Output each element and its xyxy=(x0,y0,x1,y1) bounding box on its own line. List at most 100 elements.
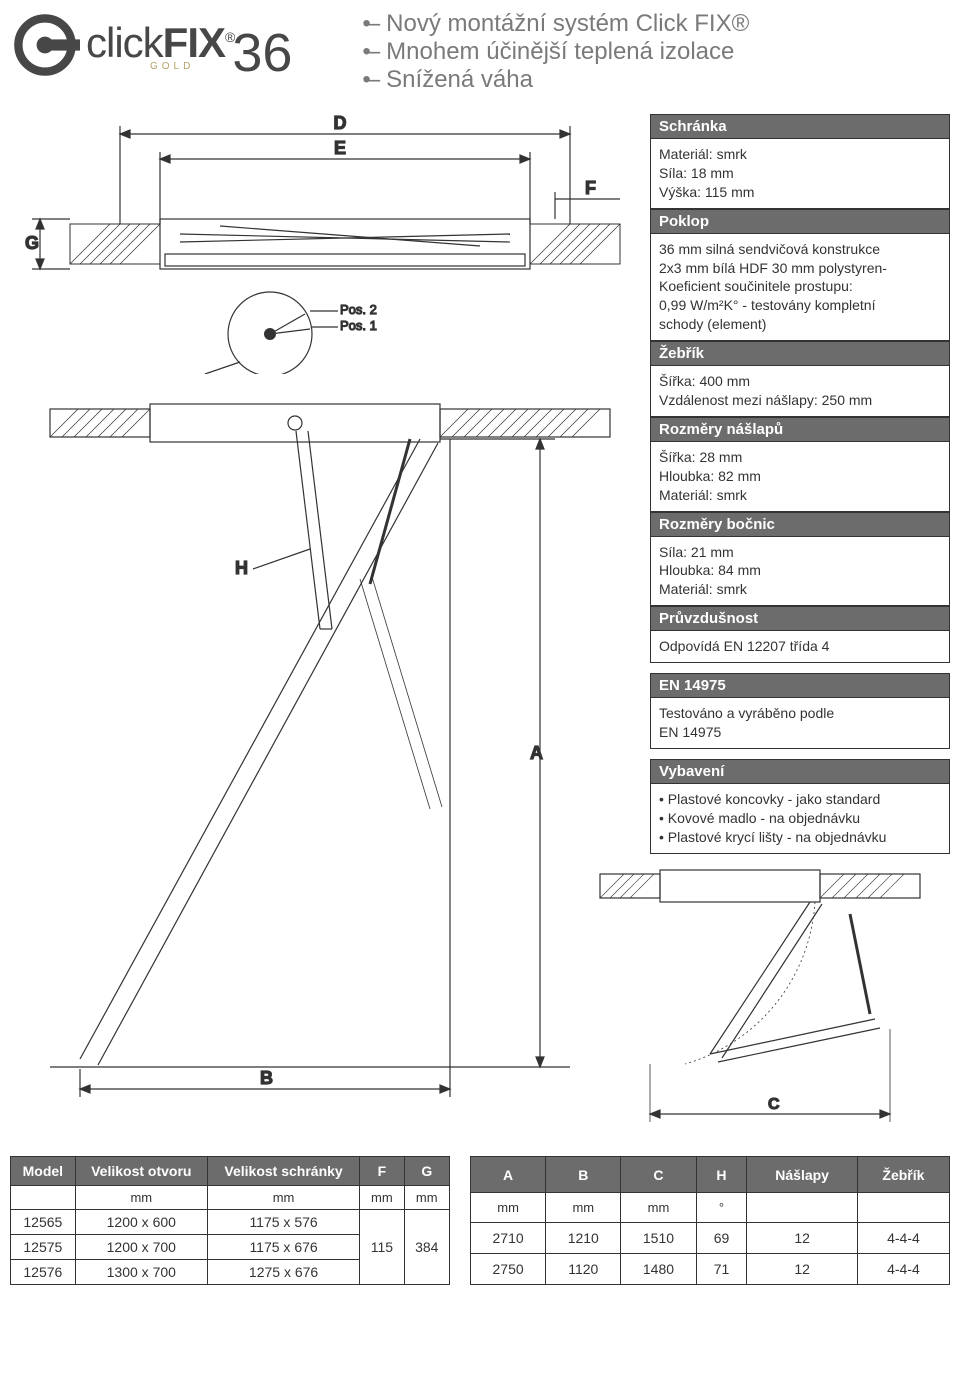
data-cell: 1300 x 700 xyxy=(75,1260,207,1285)
spec-body: Materiál: smrkSíla: 18 mmVýška: 115 mm xyxy=(650,139,950,209)
data-cell: 1510 xyxy=(621,1222,696,1253)
data-cell: 12576 xyxy=(11,1260,76,1285)
spec-list-item: Plastové krycí lišty - na objednávku xyxy=(659,828,941,847)
col-header: Velikost otvoru xyxy=(75,1157,207,1186)
spec-body: Šířka: 400 mmVzdálenost mezi nášlapy: 25… xyxy=(650,366,950,417)
spec-header: Rozměry nášlapů xyxy=(650,417,950,442)
spec-header: Rozměry bočnic xyxy=(650,512,950,537)
spec-list-item: Kovové madlo - na objednávku xyxy=(659,809,941,828)
logo-part2: FIX xyxy=(163,19,225,66)
col-header: Nášlapy xyxy=(747,1157,857,1193)
svg-text:Pos. 1: Pos. 1 xyxy=(340,318,377,333)
spec-body: Šířka: 28 mmHloubka: 82 mmMateriál: smrk xyxy=(650,442,950,512)
spec-header: Průvzdušnost xyxy=(650,606,950,631)
unit-cell xyxy=(747,1193,857,1223)
spec-header: EN 14975 xyxy=(650,673,950,698)
spec-line: Síla: 18 mm xyxy=(659,164,941,183)
header: clickFIX® GOLD 36 Nový montážní systém C… xyxy=(10,10,950,94)
spec-line: 36 mm silná sendvičová konstrukce xyxy=(659,240,941,259)
svg-text:C: C xyxy=(768,1096,780,1113)
col-header: F xyxy=(360,1157,404,1186)
svg-text:B: B xyxy=(260,1068,273,1088)
clickfix-logo-icon xyxy=(10,10,80,80)
data-cell: 1175 x 576 xyxy=(207,1210,359,1235)
data-cell: 12 xyxy=(747,1222,857,1253)
spec-list-item: Plastové koncovky - jako standard xyxy=(659,790,941,809)
svg-text:A: A xyxy=(530,743,543,763)
bullet-item: Snížená váha xyxy=(362,66,749,94)
spec-line: Testováno a vyráběno podle xyxy=(659,704,941,723)
unit-cell: mm xyxy=(546,1193,621,1223)
unit-cell xyxy=(857,1193,949,1223)
data-cell: 2710 xyxy=(471,1222,546,1253)
spec-line: Odpovídá EN 12207 třída 4 xyxy=(659,637,941,656)
spec-header: Schránka xyxy=(650,114,950,139)
logo-sub: GOLD xyxy=(86,61,194,72)
spec-line: Síla: 21 mm xyxy=(659,543,941,562)
feature-bullets: Nový montážní systém Click FIX® Mnohem ú… xyxy=(362,10,749,94)
spec-line: EN 14975 xyxy=(659,723,941,742)
spec-line: Koeficient součinitele prostupu: xyxy=(659,277,941,296)
dimension-table: ABCHNášlapyŽebříkmmmmmm°2710121015106912… xyxy=(470,1156,950,1285)
spec-body: 36 mm silná sendvičová konstrukce2x3 mm … xyxy=(650,234,950,341)
spec-line: Šířka: 400 mm xyxy=(659,372,941,391)
spec-body: Testováno a vyráběno podleEN 14975 xyxy=(650,698,950,749)
unit-cell: mm xyxy=(207,1186,359,1210)
unit-cell xyxy=(11,1186,76,1210)
bullet-item: Mnohem účinější teplená izolace xyxy=(362,38,749,66)
spec-line: Materiál: smrk xyxy=(659,486,941,505)
unit-cell: mm xyxy=(404,1186,449,1210)
data-cell: 12 xyxy=(747,1253,857,1284)
unit-cell: mm xyxy=(621,1193,696,1223)
data-cell: 71 xyxy=(696,1253,747,1284)
data-cell: 1275 x 676 xyxy=(207,1260,359,1285)
diagram-side-view: H A B xyxy=(10,379,640,1099)
spec-header: Žebřík xyxy=(650,341,950,366)
data-cell: 1120 xyxy=(546,1253,621,1284)
col-header: Model xyxy=(11,1157,76,1186)
data-cell: 69 xyxy=(696,1222,747,1253)
spec-body: Síla: 21 mmHloubka: 84 mmMateriál: smrk xyxy=(650,537,950,607)
data-cell: 12565 xyxy=(11,1210,76,1235)
spec-line: Materiál: smrk xyxy=(659,145,941,164)
data-cell: 1175 x 676 xyxy=(207,1235,359,1260)
data-cell: 4-4-4 xyxy=(857,1222,949,1253)
spec-body: Odpovídá EN 12207 třída 4 xyxy=(650,631,950,663)
spec-line: Výška: 115 mm xyxy=(659,183,941,202)
col-header: A xyxy=(471,1157,546,1193)
model-table: ModelVelikost otvoruVelikost schránkyFGm… xyxy=(10,1156,450,1285)
data-cell: 1210 xyxy=(546,1222,621,1253)
svg-text:Pos. 2: Pos. 2 xyxy=(340,302,377,317)
col-header: G xyxy=(404,1157,449,1186)
data-cell: 115 xyxy=(360,1210,404,1285)
svg-text:G: G xyxy=(25,233,39,253)
spec-header: Poklop xyxy=(650,209,950,234)
tables-row: ModelVelikost otvoruVelikost schránkyFGm… xyxy=(10,1156,950,1285)
spec-line: Vzdálenost mezi nášlapy: 250 mm xyxy=(659,391,941,410)
col-header: Velikost schránky xyxy=(207,1157,359,1186)
bullet-item: Nový montážní systém Click FIX® xyxy=(362,10,749,38)
data-cell: 12575 xyxy=(11,1235,76,1260)
logo-text: clickFIX® xyxy=(86,19,234,67)
unit-cell: mm xyxy=(360,1186,404,1210)
spec-line: Šířka: 28 mm xyxy=(659,448,941,467)
data-cell: 384 xyxy=(404,1210,449,1285)
svg-text:H: H xyxy=(235,558,248,578)
spec-header: Vybavení xyxy=(650,759,950,784)
data-cell: 1200 x 600 xyxy=(75,1210,207,1235)
spec-line: Materiál: smrk xyxy=(659,580,941,599)
spec-body: Plastové koncovky - jako standardKovové … xyxy=(650,784,950,854)
col-header: H xyxy=(696,1157,747,1193)
logo: clickFIX® GOLD 36 xyxy=(10,10,292,80)
data-cell: 1480 xyxy=(621,1253,696,1284)
spec-line: Hloubka: 84 mm xyxy=(659,561,941,580)
data-cell: 2750 xyxy=(471,1253,546,1284)
svg-text:E: E xyxy=(334,138,346,158)
svg-text:F: F xyxy=(585,178,596,198)
svg-text:D: D xyxy=(334,114,347,133)
spec-line: 0,99 W/m²K° - testovány kompletní xyxy=(659,296,941,315)
unit-cell: mm xyxy=(75,1186,207,1210)
spec-line: Hloubka: 82 mm xyxy=(659,467,941,486)
diagram-folded: C xyxy=(590,854,930,1144)
col-header: C xyxy=(621,1157,696,1193)
